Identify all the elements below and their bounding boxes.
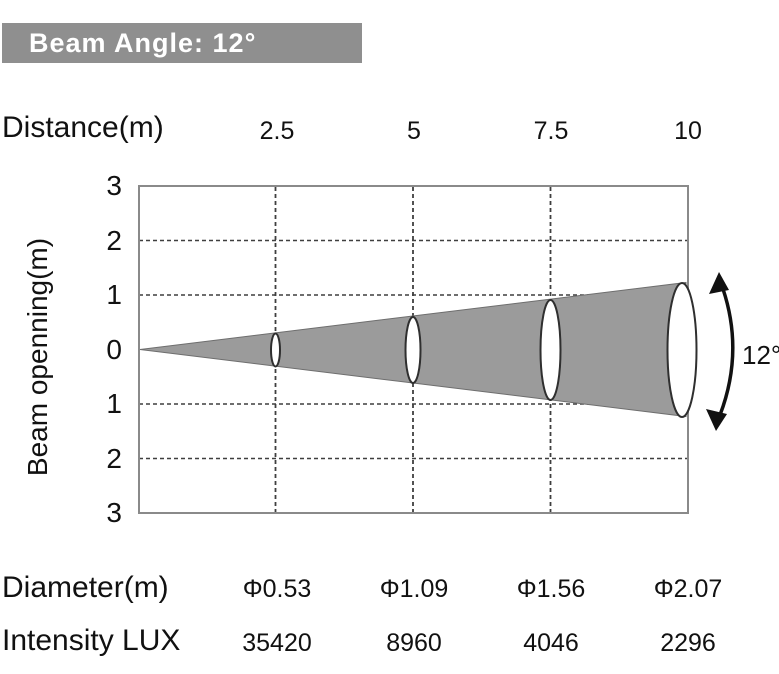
y-axis-title: Beam openning(m)	[22, 237, 53, 477]
intensity-row-title: Intensity LUX	[2, 624, 181, 657]
beam-ellipse-10m	[666, 282, 698, 418]
arc-arrowhead-down	[706, 409, 727, 431]
diameter-value: Φ1.56	[516, 575, 586, 603]
intensity-row: 35420 8960 4046 2296	[0, 629, 779, 659]
angle-arc	[706, 272, 735, 431]
y-tick-label: 1	[106, 279, 122, 310]
beam-ellipse-5m	[404, 316, 422, 384]
y-axis-ticks: 3 2 1 0 1 2 3	[78, 0, 122, 674]
beam-ellipse-2-5m	[270, 332, 281, 368]
intensity-value: 2296	[660, 629, 716, 657]
diameter-row: Φ0.53 Φ1.09 Φ1.56 Φ2.07	[0, 575, 779, 605]
y-tick-label: 2	[106, 442, 122, 474]
y-tick-label: 3	[106, 170, 122, 201]
distance-value: 10	[674, 117, 702, 145]
diameter-row-title: Diameter(m)	[2, 571, 169, 604]
distance-value: 2.5	[259, 117, 295, 145]
distance-header-row: 2.5 5 7.5 10	[0, 117, 779, 147]
y-tick-label: 2	[106, 224, 122, 256]
banner-title: Beam Angle: 12°	[29, 27, 257, 58]
intensity-value: 4046	[523, 629, 579, 657]
beam-cross-sections	[270, 282, 698, 418]
beam-angle-value-label: 12°	[742, 340, 779, 370]
y-tick-label: 1	[106, 388, 122, 419]
intensity-value: 35420	[242, 629, 312, 657]
distance-value: 5	[407, 117, 421, 145]
intensity-value: 8960	[386, 629, 442, 657]
diameter-value: Φ0.53	[242, 575, 312, 603]
diameter-value: Φ2.07	[653, 575, 723, 603]
beam-ellipse-7-5m	[539, 299, 562, 401]
arc-arrowhead-up	[709, 272, 729, 294]
beam-angle-banner: Beam Angle: 12°	[2, 23, 362, 63]
y-tick-label: 3	[106, 497, 122, 528]
y-tick-label: 0	[106, 333, 122, 365]
distance-value: 7.5	[533, 117, 569, 145]
diameter-value: Φ1.09	[379, 575, 449, 603]
distance-axis-title: Distance(m)	[2, 111, 164, 144]
